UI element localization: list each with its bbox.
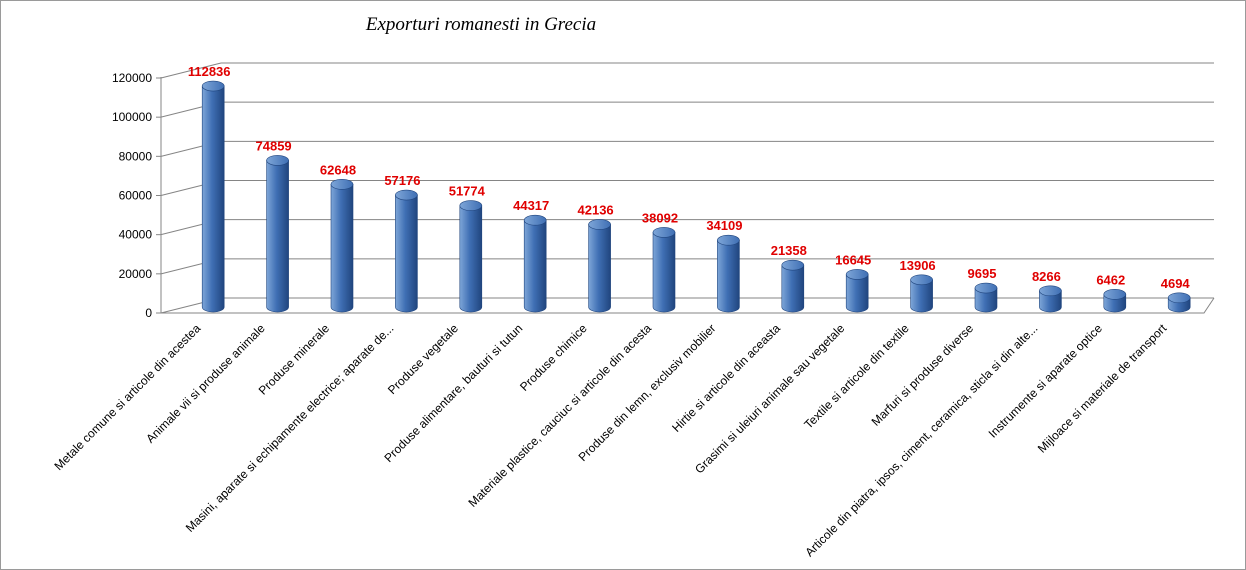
data-label: 57176 [384, 173, 420, 188]
data-label: 38092 [642, 210, 678, 225]
data-label: 9695 [968, 266, 997, 281]
bar-body [330, 184, 354, 313]
bar [588, 219, 611, 313]
x-tick-label: Produse din lemn, exclusiv mobilier [576, 321, 719, 464]
data-label: 42136 [578, 202, 614, 217]
x-tick-label: Produse chimice [517, 321, 590, 394]
bar [910, 274, 933, 313]
bar-top [588, 219, 611, 230]
bar-top [781, 259, 805, 271]
bar-top [1167, 292, 1191, 304]
data-label: 16645 [835, 252, 871, 267]
bar-top [974, 282, 998, 294]
bar [1039, 285, 1062, 313]
bar [523, 214, 547, 313]
bar-body [459, 205, 483, 313]
bar-body [395, 194, 418, 313]
bar [459, 200, 483, 313]
y-tick-label: 80000 [119, 149, 153, 163]
bar-body [201, 85, 225, 313]
bar-body [845, 274, 869, 313]
bar [1167, 292, 1191, 313]
bar-top [910, 274, 933, 286]
bar-body [717, 239, 740, 313]
bar-body [588, 224, 611, 313]
y-tick-label: 40000 [119, 228, 153, 242]
bar-top [330, 179, 354, 190]
data-label: 44317 [513, 198, 549, 213]
bar-body [781, 264, 805, 313]
data-label: 13906 [900, 258, 936, 273]
bar-top [395, 189, 418, 201]
bar [330, 179, 354, 313]
bar-top [523, 214, 547, 226]
data-label: 6462 [1096, 272, 1125, 287]
x-tick-label: Hirtie si articole din aceasta [669, 321, 783, 435]
bar-top [1103, 289, 1127, 300]
bar-top [1039, 285, 1062, 297]
x-tick-label: Articole din piatra, ipsos, ciment, cera… [802, 321, 1040, 559]
bar-top [652, 227, 676, 238]
data-label: 21358 [771, 243, 807, 258]
bar [1103, 289, 1127, 313]
bar-body [910, 279, 933, 313]
bar-top [266, 155, 289, 166]
bar-top [459, 200, 483, 211]
bar-body [523, 219, 547, 313]
bar-top [201, 80, 225, 92]
bar-body [266, 160, 289, 313]
data-label: 4694 [1161, 276, 1191, 291]
bar [201, 80, 225, 313]
bar-body [974, 287, 998, 313]
y-tick-label: 100000 [112, 110, 152, 124]
chart-title: Exporturi romanesti in Grecia [365, 14, 597, 35]
data-label: 62648 [320, 162, 356, 177]
x-tick-label: Animale vii si produse animale [143, 321, 268, 446]
x-tick-label: Mijloace si materiale de transport [1035, 321, 1170, 456]
data-label: 112836 [188, 64, 231, 79]
data-label: 51774 [449, 184, 486, 199]
bar [395, 189, 418, 313]
bar-body [652, 232, 676, 313]
x-tick-label: Instrumente si aparate optice [986, 321, 1106, 441]
y-tick-label: 20000 [119, 267, 153, 281]
y-tick-label: 0 [145, 306, 152, 320]
bar [717, 234, 740, 313]
bar [266, 155, 289, 313]
bar [781, 259, 805, 313]
bar [845, 269, 869, 313]
x-tick-label: Produse alimentare, bauturi si tutun [381, 321, 525, 465]
bar-body [1039, 290, 1062, 313]
bar-top [845, 269, 869, 280]
bar-top [717, 234, 740, 246]
bar [974, 282, 998, 313]
data-label: 34109 [706, 218, 742, 233]
y-tick-label: 120000 [112, 71, 152, 85]
data-label: 8266 [1032, 269, 1061, 284]
bar [652, 227, 676, 313]
x-tick-label: Textile si articole din textile [801, 321, 912, 432]
data-label: 74859 [256, 138, 292, 153]
y-tick-label: 60000 [119, 189, 153, 203]
